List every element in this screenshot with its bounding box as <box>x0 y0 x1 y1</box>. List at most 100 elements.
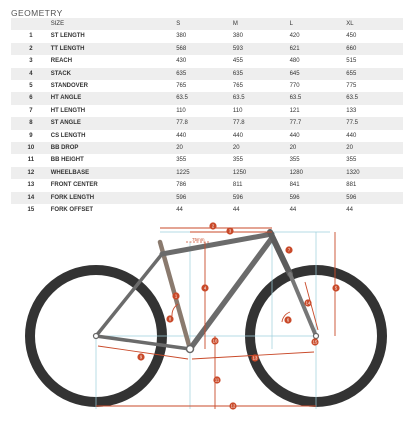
callout-label: 2 <box>212 224 215 229</box>
row-value-l: 596 <box>289 194 300 201</box>
row-value-l: 480 <box>289 58 300 65</box>
rear-axle <box>92 332 100 340</box>
callout-label: 9 <box>140 355 143 360</box>
table-row: 14 FORK LENGTH 596 596 596 596 <box>11 191 403 205</box>
row-value-m: 593 <box>232 45 243 52</box>
callout-6: 6 <box>284 316 292 324</box>
table-row: 12 WHEELBASE 1225 1250 1280 1320 <box>11 166 403 180</box>
callout-5: 5 <box>332 284 340 292</box>
callout-label: 15 <box>313 340 318 345</box>
row-value-xl: 77.5 <box>346 120 358 127</box>
seatpost-dimension: 75mm <box>186 237 210 243</box>
row-value-xl: 20 <box>346 145 353 152</box>
row-value-xl: 440 <box>346 132 357 139</box>
row-value-xl: 596 <box>346 194 357 201</box>
row-measurement-name: REACH <box>50 58 73 65</box>
table-row: 10 BB DROP 20 20 20 20 <box>11 142 403 155</box>
fork <box>288 272 318 338</box>
row-value-m: 355 <box>232 157 243 164</box>
callout-label: 3 <box>229 229 232 234</box>
column-header-m: M <box>232 21 238 27</box>
row-value-xl: 63.5 <box>346 95 358 102</box>
row-value-m: 380 <box>232 33 243 40</box>
row-value-l: 44 <box>289 207 297 214</box>
row-measurement-name: HT ANGLE <box>50 95 82 102</box>
row-value-m: 20 <box>232 145 240 152</box>
row-value-s: 355 <box>176 157 187 164</box>
callout-label: 10 <box>213 339 218 344</box>
row-measurement-name: WHEELBASE <box>50 169 90 176</box>
row-value-l: 645 <box>289 70 300 77</box>
front-axle <box>312 332 320 340</box>
down-tube <box>187 235 275 352</box>
row-measurement-name: HT LENGTH <box>50 107 86 114</box>
row-number: 9 <box>29 132 33 139</box>
row-value-m: 635 <box>232 70 243 77</box>
row-value-m: 455 <box>232 58 243 65</box>
row-value-s: 63.5 <box>176 95 188 102</box>
callout-3: 3 <box>226 227 234 235</box>
row-value-xl: 660 <box>346 45 357 52</box>
top-tube <box>159 231 275 257</box>
row-measurement-name: FORK LENGTH <box>50 194 95 201</box>
row-value-m: 63.5 <box>232 95 245 102</box>
seat-stay <box>94 252 164 338</box>
row-value-s: 1225 <box>176 169 190 176</box>
callout-label: 4 <box>204 286 207 291</box>
callout-label: 7 <box>288 248 291 253</box>
row-value-l: 1280 <box>289 169 303 176</box>
row-number: 14 <box>27 194 35 201</box>
row-value-s: 430 <box>176 58 187 65</box>
table-row: 4 STACK 635 635 645 655 <box>11 67 403 81</box>
row-value-s: 568 <box>176 45 187 52</box>
seatpost-dim-label: 75mm <box>192 237 205 242</box>
row-value-l: 621 <box>289 45 300 52</box>
row-value-l: 440 <box>289 132 300 139</box>
column-header-l: L <box>289 21 293 27</box>
callout-12: 12 <box>229 402 237 410</box>
geometry-table: SIZE S M L XL 1 ST LENGTH 380 380 420 450 2 TT … <box>11 18 403 217</box>
callout-9: 9 <box>137 353 145 361</box>
head-tube <box>267 229 293 277</box>
row-measurement-name: STANDOVER <box>50 83 88 90</box>
table-header-row: SIZE S M L XL <box>11 18 403 31</box>
row-value-s: 44 <box>176 207 183 214</box>
row-value-m: 77.8 <box>232 120 245 127</box>
row-measurement-name: ST LENGTH <box>50 33 85 40</box>
row-value-xl: 655 <box>346 70 357 77</box>
row-value-l: 77.7 <box>289 120 302 127</box>
row-value-m: 1250 <box>232 169 247 176</box>
row-number: 6 <box>29 95 33 102</box>
row-value-l: 420 <box>289 33 300 40</box>
callout-label: 13 <box>253 356 258 361</box>
callout-label: 8 <box>169 317 172 322</box>
bike-frame <box>92 229 320 354</box>
row-value-l: 63.5 <box>289 95 302 102</box>
row-number: 1 <box>29 33 33 40</box>
row-measurement-name: BB DROP <box>50 145 79 152</box>
table-row: 5 STANDOVER 765 765 770 775 <box>11 80 403 93</box>
row-measurement-name: CS LENGTH <box>50 132 86 139</box>
row-measurement-name: STACK <box>50 70 71 77</box>
row-number: 4 <box>29 70 33 77</box>
row-value-l: 770 <box>289 83 300 90</box>
row-value-s: 380 <box>176 33 187 40</box>
row-value-s: 596 <box>176 194 187 201</box>
row-measurement-name: BB HEIGHT <box>50 157 84 164</box>
row-value-s: 110 <box>176 107 186 114</box>
row-measurement-name: ST ANGLE <box>50 120 81 127</box>
row-value-l: 355 <box>289 157 300 164</box>
row-value-m: 596 <box>232 194 243 201</box>
column-header-size: SIZE <box>50 21 65 27</box>
table-row: 8 ST ANGLE 77.8 77.8 77.7 77.5 <box>11 117 403 130</box>
callout-label: 11 <box>215 378 220 383</box>
callout-label: 5 <box>335 286 338 291</box>
table-row: 1 ST LENGTH 380 380 420 450 <box>11 30 403 43</box>
callout-label: 1 <box>175 294 178 299</box>
callout-1: 1 <box>172 292 180 300</box>
row-value-s: 765 <box>176 83 187 90</box>
row-number: 10 <box>27 145 35 152</box>
row-number: 12 <box>27 169 35 176</box>
callout-label: 14 <box>306 301 311 306</box>
row-value-xl: 450 <box>346 33 357 40</box>
